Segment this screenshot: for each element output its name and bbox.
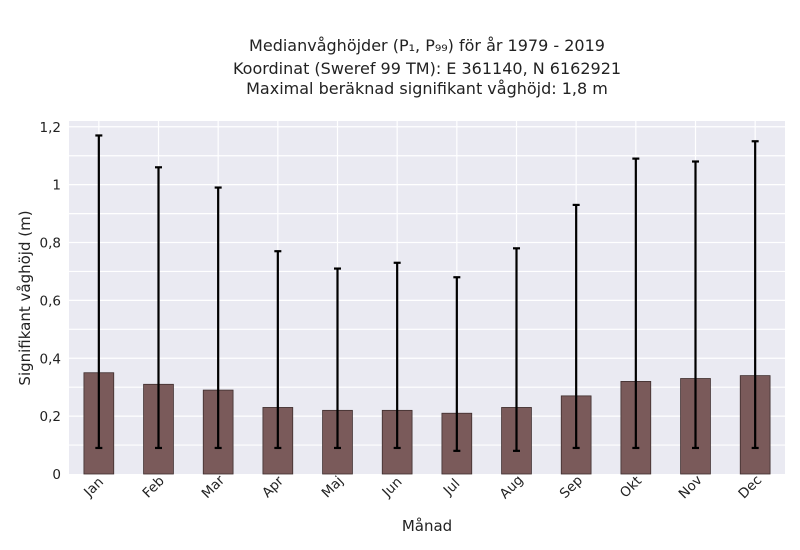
x-tick-okt: Okt [617,473,645,501]
x-tick-aug: Aug [497,472,527,502]
x-tick-maj: Maj [319,473,347,501]
x-tick-jul: Jul [440,476,464,500]
x-tick-labels: Jan Feb Mar Apr Maj Jun Jul Aug Sep Okt Nov Dec [80,472,765,502]
y-axis-label: Signifikant våghöjd (m) [16,210,34,385]
y-tick-label: 0 [52,467,61,483]
x-tick-sep: Sep [557,473,586,502]
x-tick-nov: Nov [676,472,706,502]
y-tick-label: 1 [52,178,61,194]
x-tick-dec: Dec [735,472,765,502]
error-bars-layer [95,134,759,452]
x-tick-feb: Feb [140,473,168,501]
y-tick-label: 0,4 [40,351,61,367]
chart-title-line-3: Maximal beräknad signifikant våghöjd: 1,… [246,79,608,98]
x-tick-apr: Apr [259,473,287,501]
chart-title-line-2: Koordinat (Sweref 99 TM): E 361140, N 61… [233,59,621,78]
y-tick-label: 0,6 [40,293,61,309]
x-tick-mar: Mar [199,472,229,502]
y-tick-label: 1,2 [40,120,61,136]
y-tick-label: 0,2 [40,409,61,425]
chart-title-line-1: Medianvåghöjder (P₁, P₉₉) för år 1979 - … [249,36,605,55]
y-tick-labels: 0 0,2 0,4 0,6 0,8 1 1,2 [40,120,61,483]
x-tick-jun: Jun [379,474,406,501]
x-tick-jan: Jan [80,474,107,501]
y-tick-label: 0,8 [40,236,61,252]
plot-area [69,121,785,474]
x-axis-label: Månad [402,517,452,535]
